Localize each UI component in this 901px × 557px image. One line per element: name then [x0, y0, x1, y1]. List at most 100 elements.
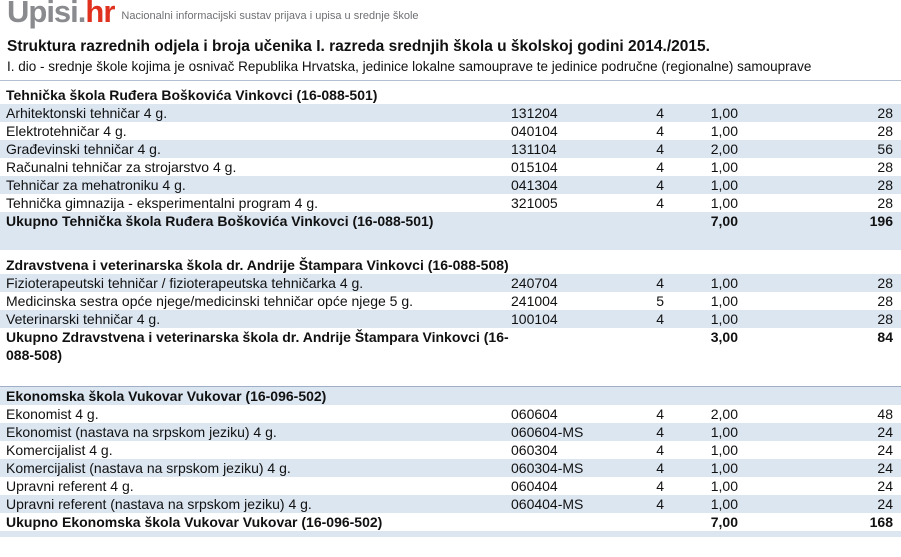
table-row: Elektrotehničar 4 g. 040104 4 1,00 28	[0, 122, 901, 140]
school-header-row: Tehnička škola Ruđera Boškovića Vinkovci…	[0, 86, 901, 104]
program-code: 041304	[511, 177, 558, 193]
classes-cell: 2,00	[710, 406, 738, 422]
program-name: Tehnička gimnazija - eksperimentalni pro…	[6, 195, 319, 211]
school-name: Tehnička škola Ruđera Boškovića Vinkovci…	[6, 87, 378, 103]
duration-cell: 4	[656, 424, 664, 440]
program-name: Ekonomist (nastava na srpskom jeziku) 4 …	[6, 424, 277, 440]
school-section-2: Zdravstvena i veterinarska škola dr. And…	[0, 256, 901, 386]
classes-cell	[664, 86, 738, 104]
school-name: Ekonomska škola Vukovar Vukovar (16-096-…	[6, 388, 327, 404]
program-code: 040104	[511, 123, 558, 139]
program-name: Tehničar za mehatroniku 4 g.	[6, 177, 186, 193]
table-row: Računalni tehničar za strojarstvo 4 g. 0…	[0, 158, 901, 176]
program-code: 060304	[511, 442, 558, 458]
duration-cell: 4	[656, 123, 664, 139]
page-title: Struktura razrednih odjela i broja učeni…	[7, 38, 710, 55]
code-cell	[511, 256, 606, 274]
total-classes: 7,00	[710, 213, 738, 229]
classes-cell: 2,00	[710, 141, 738, 157]
classes-cell: 1,00	[710, 293, 738, 309]
page-subtitle: I. dio - srednje škole kojima je osnivač…	[7, 59, 812, 74]
students-cell: 28	[877, 293, 893, 309]
table-row: Medicinska sestra opće njege/medicinski …	[0, 292, 901, 310]
duration-cell	[606, 328, 664, 364]
students-cell: 28	[877, 159, 893, 175]
table-row: Komercijalist (nastava na srpskom jeziku…	[0, 459, 901, 477]
section-spacer	[0, 364, 901, 386]
classes-cell: 1,00	[710, 123, 738, 139]
logo-text-primary: Upisi.	[7, 0, 86, 29]
duration-cell: 4	[656, 496, 664, 512]
students-cell: 28	[877, 105, 893, 121]
duration-cell: 4	[656, 460, 664, 476]
table-row: Veterinarski tehničar 4 g. 100104 4 1,00…	[0, 310, 901, 328]
classes-cell: 1,00	[710, 478, 738, 494]
program-name: Veterinarski tehničar 4 g.	[6, 311, 161, 327]
duration-cell: 5	[656, 293, 664, 309]
program-name: Ekonomist 4 g.	[6, 406, 99, 422]
logo-text-suffix: hr	[85, 0, 115, 29]
program-name: Elektrotehničar 4 g.	[6, 123, 127, 139]
duration-cell: 4	[656, 275, 664, 291]
program-name: Upravni referent (nastava na srpskom jez…	[6, 496, 312, 512]
table-row: Komercijalist 4 g. 060304 4 1,00 24	[0, 441, 901, 459]
code-cell	[511, 387, 606, 405]
students-cell: 24	[877, 478, 893, 494]
duration-cell: 4	[656, 406, 664, 422]
students-cell: 28	[877, 275, 893, 291]
duration-cell: 4	[656, 105, 664, 121]
table-row: Ekonomist 4 g. 060604 4 2,00 48	[0, 405, 901, 423]
duration-cell: 4	[656, 141, 664, 157]
program-code: 131104	[511, 141, 557, 157]
duration-cell	[606, 256, 664, 274]
classes-cell: 1,00	[710, 275, 738, 291]
total-label: Ukupno Zdravstvena i veterinarska škola …	[6, 329, 509, 363]
table-row: Arhitektonski tehničar 4 g. 131204 4 1,0…	[0, 104, 901, 122]
program-code: 131204	[511, 105, 558, 121]
report-page: Upisi.hr Nacionalni informacijski sustav …	[0, 0, 901, 537]
table-row: Tehnička gimnazija - eksperimentalni pro…	[0, 194, 901, 212]
students-cell: 28	[877, 123, 893, 139]
program-name: Arhitektonski tehničar 4 g.	[6, 105, 168, 121]
program-code: 060304-MS	[511, 460, 584, 476]
classes-cell: 1,00	[710, 105, 738, 121]
duration-cell	[606, 387, 664, 405]
classes-cell	[664, 256, 738, 274]
classes-cell: 1,00	[710, 442, 738, 458]
classes-cell: 1,00	[710, 195, 738, 211]
classes-cell	[664, 387, 738, 405]
school-header-row: Zdravstvena i veterinarska škola dr. And…	[0, 256, 901, 274]
classes-cell: 1,00	[710, 311, 738, 327]
duration-cell: 4	[656, 195, 664, 211]
duration-cell	[606, 513, 664, 531]
students-cell: 48	[877, 406, 893, 422]
code-cell	[511, 86, 606, 104]
classes-cell: 1,00	[710, 159, 738, 175]
program-code: 060404	[511, 478, 558, 494]
students-cell: 24	[877, 496, 893, 512]
program-name: Komercijalist (nastava na srpskom jeziku…	[6, 460, 291, 476]
code-cell	[511, 212, 606, 230]
classes-cell: 1,00	[710, 424, 738, 440]
total-label: Ukupno Tehnička škola Ruđera Boškovića V…	[6, 213, 434, 229]
students-cell: 28	[877, 311, 893, 327]
program-code: 241004	[511, 293, 558, 309]
school-section-1: Tehnička škola Ruđera Boškovića Vinkovci…	[0, 86, 901, 256]
duration-cell: 4	[656, 442, 664, 458]
classes-cell: 1,00	[710, 496, 738, 512]
site-tagline: Nacionalni informacijski sustav prijava …	[121, 10, 419, 22]
program-code: 100104	[511, 311, 558, 327]
program-code: 060404-MS	[511, 496, 584, 512]
program-code: 240704	[511, 275, 558, 291]
school-section-3: Ekonomska škola Vukovar Vukovar (16-096-…	[0, 386, 901, 537]
students-cell: 24	[877, 460, 893, 476]
students-cell: 28	[877, 177, 893, 193]
program-name: Upravni referent 4 g.	[6, 478, 134, 494]
program-code: 060604-MS	[511, 424, 584, 440]
table-row: Građevinski tehničar 4 g. 131104 4 2,00 …	[0, 140, 901, 158]
upisi-hr-logo[interactable]: Upisi.hr	[7, 0, 115, 29]
program-name: Medicinska sestra opće njege/medicinski …	[6, 293, 414, 309]
total-students: 168	[869, 514, 893, 530]
total-students: 196	[869, 213, 893, 229]
classes-cell: 1,00	[710, 460, 738, 476]
